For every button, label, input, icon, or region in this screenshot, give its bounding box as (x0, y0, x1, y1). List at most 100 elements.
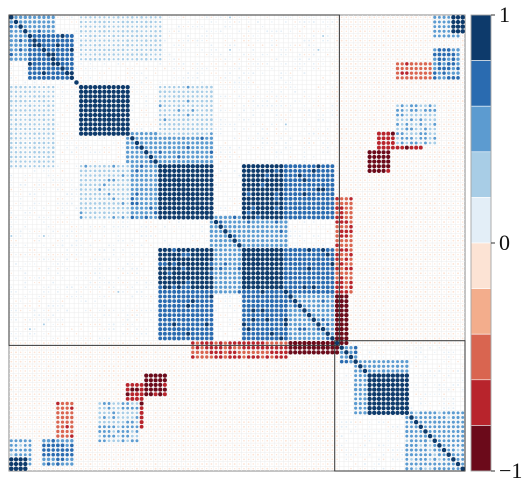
correlation-cell (311, 168, 316, 173)
correlation-cell (214, 215, 218, 220)
correlation-cell (359, 119, 361, 121)
correlation-cell (270, 229, 274, 233)
correlation-cell (312, 53, 315, 56)
correlation-cell (410, 179, 413, 181)
correlation-cell (322, 118, 324, 121)
correlation-cell (442, 52, 446, 57)
correlation-cell (215, 72, 217, 74)
correlation-cell (257, 123, 259, 125)
correlation-cell (29, 249, 31, 251)
correlation-cell (224, 142, 227, 144)
correlation-cell (158, 104, 162, 108)
correlation-cell (38, 258, 40, 260)
correlation-cell (33, 277, 36, 279)
correlation-cell (181, 206, 186, 211)
correlation-cell (153, 164, 158, 168)
correlation-cell (359, 151, 361, 153)
correlation-cell (354, 277, 357, 279)
correlation-cell (149, 183, 153, 187)
correlation-cell (66, 286, 69, 289)
correlation-cell (15, 230, 17, 232)
correlation-cell (80, 286, 82, 288)
correlation-cell (325, 187, 330, 192)
correlation-cell (359, 272, 362, 275)
correlation-cell (457, 198, 459, 200)
correlation-cell (153, 183, 158, 187)
correlation-cell (121, 178, 125, 182)
correlation-cell (75, 230, 78, 232)
correlation-cell (42, 66, 46, 71)
correlation-cell (443, 281, 445, 284)
correlation-cell (257, 39, 259, 42)
correlation-cell (340, 21, 343, 23)
correlation-cell (38, 99, 41, 103)
correlation-cell (415, 151, 417, 153)
correlation-cell (201, 244, 203, 246)
correlation-cell (252, 95, 254, 98)
correlation-cell (452, 174, 455, 177)
correlation-cell (43, 221, 45, 223)
correlation-cell (364, 240, 366, 242)
correlation-cell (85, 240, 87, 242)
correlation-cell (392, 179, 394, 181)
correlation-cell (85, 263, 87, 265)
correlation-cell (424, 122, 427, 126)
correlation-cell (442, 29, 446, 33)
correlation-cell (75, 100, 78, 102)
correlation-cell (158, 159, 162, 164)
correlation-cell (51, 113, 55, 117)
correlation-cell (219, 30, 222, 33)
correlation-cell (368, 202, 371, 205)
correlation-cell (350, 76, 352, 79)
correlation-cell (316, 215, 321, 220)
correlation-cell (140, 206, 144, 210)
correlation-cell (396, 230, 399, 233)
correlation-cell (396, 193, 399, 196)
correlation-cell (126, 136, 130, 140)
correlation-cell (131, 286, 134, 288)
correlation-cell (359, 109, 362, 112)
correlation-cell (443, 216, 445, 219)
correlation-cell (433, 225, 436, 228)
correlation-cell (112, 202, 116, 205)
correlation-cell (38, 188, 40, 191)
correlation-cell (419, 272, 422, 275)
correlation-cell (177, 132, 181, 135)
correlation-cell (247, 44, 250, 47)
correlation-cell (200, 271, 205, 276)
correlation-cell (204, 215, 209, 220)
correlation-cell (382, 244, 385, 246)
correlation-cell (205, 155, 209, 159)
correlation-cell (51, 151, 55, 154)
correlation-cell (196, 67, 199, 70)
correlation-cell (196, 85, 199, 89)
correlation-cell (294, 226, 296, 228)
correlation-cell (246, 252, 251, 257)
correlation-cell (410, 151, 413, 153)
correlation-cell (364, 104, 366, 107)
correlation-cell (340, 174, 343, 177)
correlation-cell (210, 123, 213, 126)
correlation-cell (209, 150, 214, 155)
correlation-cell (209, 257, 214, 262)
correlation-cell (378, 202, 380, 205)
correlation-cell (125, 122, 130, 127)
correlation-cell (112, 248, 115, 251)
correlation-cell (460, 24, 465, 29)
correlation-cell (201, 67, 203, 70)
correlation-cell (368, 188, 371, 191)
correlation-cell (190, 187, 195, 192)
correlation-cell (200, 187, 205, 192)
correlation-cell (345, 165, 348, 168)
correlation-cell (75, 226, 78, 228)
correlation-cell (359, 165, 362, 167)
correlation-cell (33, 99, 36, 103)
correlation-cell (219, 280, 223, 285)
correlation-cell (438, 151, 441, 154)
correlation-cell (131, 258, 133, 260)
correlation-cell (313, 67, 315, 70)
correlation-cell (424, 179, 427, 182)
correlation-cell (336, 90, 338, 93)
correlation-cell (167, 247, 172, 252)
correlation-cell (438, 291, 441, 293)
